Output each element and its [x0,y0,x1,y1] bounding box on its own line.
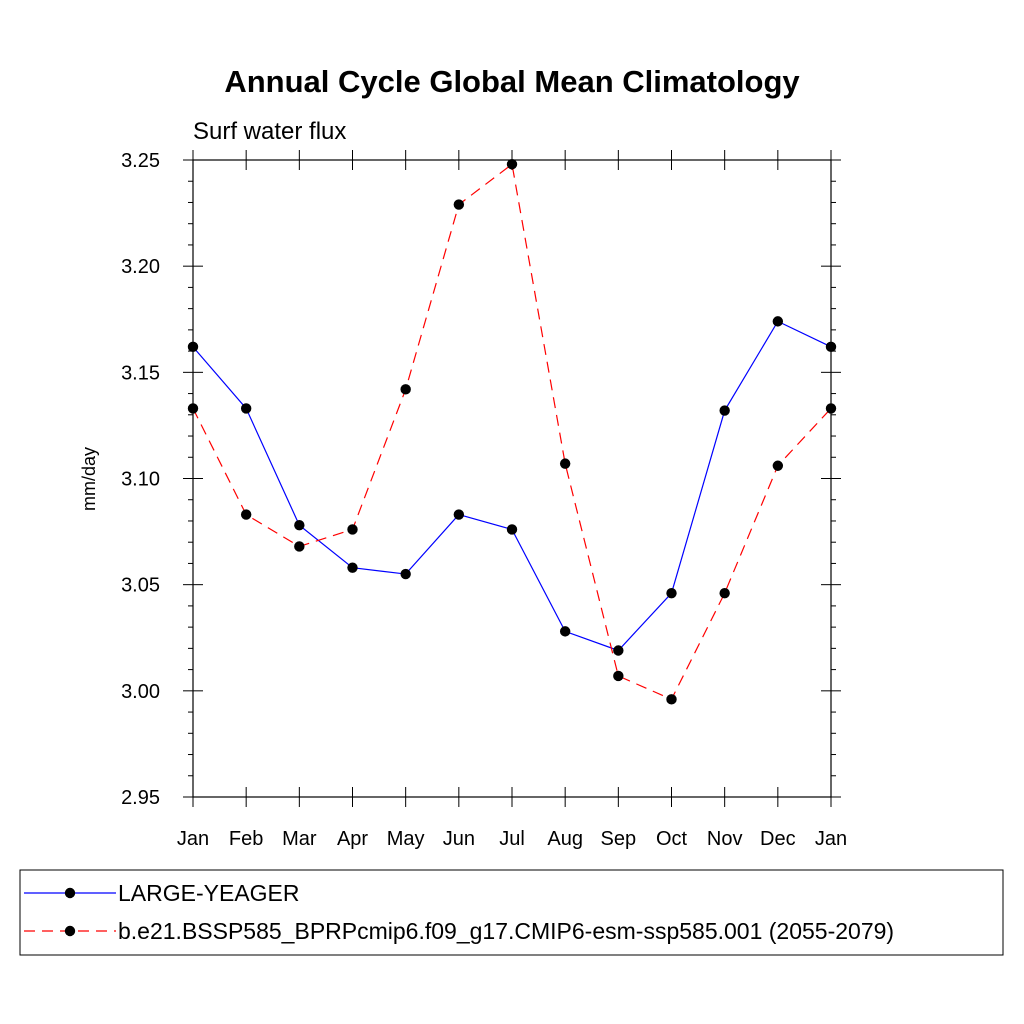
series-2-point [559,458,571,469]
series-1-point [294,520,305,531]
series-2-point [666,694,677,705]
legend: LARGE-YEAGER b.e21.BSSP585_BPRPcmip6.f09_… [24,880,894,944]
series-1-point [613,645,624,656]
plot-frame [192,159,832,798]
series-1-point [347,562,358,573]
series-1-point [506,524,518,535]
y-tick-label: 3.15 [121,362,160,384]
series-2-point [613,670,624,682]
legend-label-2: b.e21.BSSP585_BPRPcmip6.f09_g17.CMIP6-es… [118,918,894,944]
series-line-1 [192,320,832,652]
series-2-point [294,541,305,552]
y-tick-label: 2.95 [121,787,160,809]
legend-box [19,869,1004,956]
series-2-point [453,199,465,210]
series-1-point [400,568,411,580]
series-2-point [187,403,199,414]
y-tick-label: 3.20 [121,256,160,278]
x-tick-label: Jan [177,828,209,850]
series-2-point [825,403,837,414]
y-tick-label: 3.25 [121,150,160,172]
y-tick-label: 3.10 [121,469,160,491]
legend-marker-1 [64,887,76,899]
series-line-2 [192,163,832,701]
series-1-point [825,341,837,353]
x-tick-label: Jun [443,828,475,850]
x-tick-label: Oct [656,828,688,850]
series-2-point [772,460,784,471]
y-axis-label: mm/day [79,447,99,511]
chart-title: Annual Cycle Global Mean Climatology [224,64,800,99]
x-tick-label: Nov [707,828,743,850]
x-tick-label: Jan [815,828,847,850]
series-1-point [772,316,784,327]
x-tick-label: Dec [760,828,796,850]
x-tick-label: Aug [547,828,583,850]
legend-marker-2 [64,925,76,937]
series-2-point [400,384,411,395]
series-2-point [506,159,518,170]
series-2-point [240,509,252,520]
x-tick-label: Feb [229,828,263,850]
series-1-point [559,626,571,637]
ticks-layer: Jan Feb Mar Apr May Jun Jul Aug Sep Oct Nov Dec Jan 2… [121,150,847,850]
series-2-point [719,587,730,599]
series-1-point [719,405,730,416]
legend-label-1: LARGE-YEAGER [118,880,300,906]
series-1-point [187,341,199,353]
x-tick-label: Mar [282,828,317,850]
x-tick-label: May [387,828,425,850]
x-tick-label: Apr [337,828,368,850]
series-1-point [453,509,465,520]
series-1-point [240,403,252,414]
chart-subtitle: Surf water flux [193,118,346,145]
x-tick-label: Jul [499,828,525,850]
series-1-point [666,587,677,599]
y-tick-label: 3.00 [121,681,160,703]
x-tick-label: Sep [601,828,637,850]
series-2-point [347,524,358,535]
y-tick-label: 3.05 [121,575,160,597]
series-layer [187,159,837,705]
